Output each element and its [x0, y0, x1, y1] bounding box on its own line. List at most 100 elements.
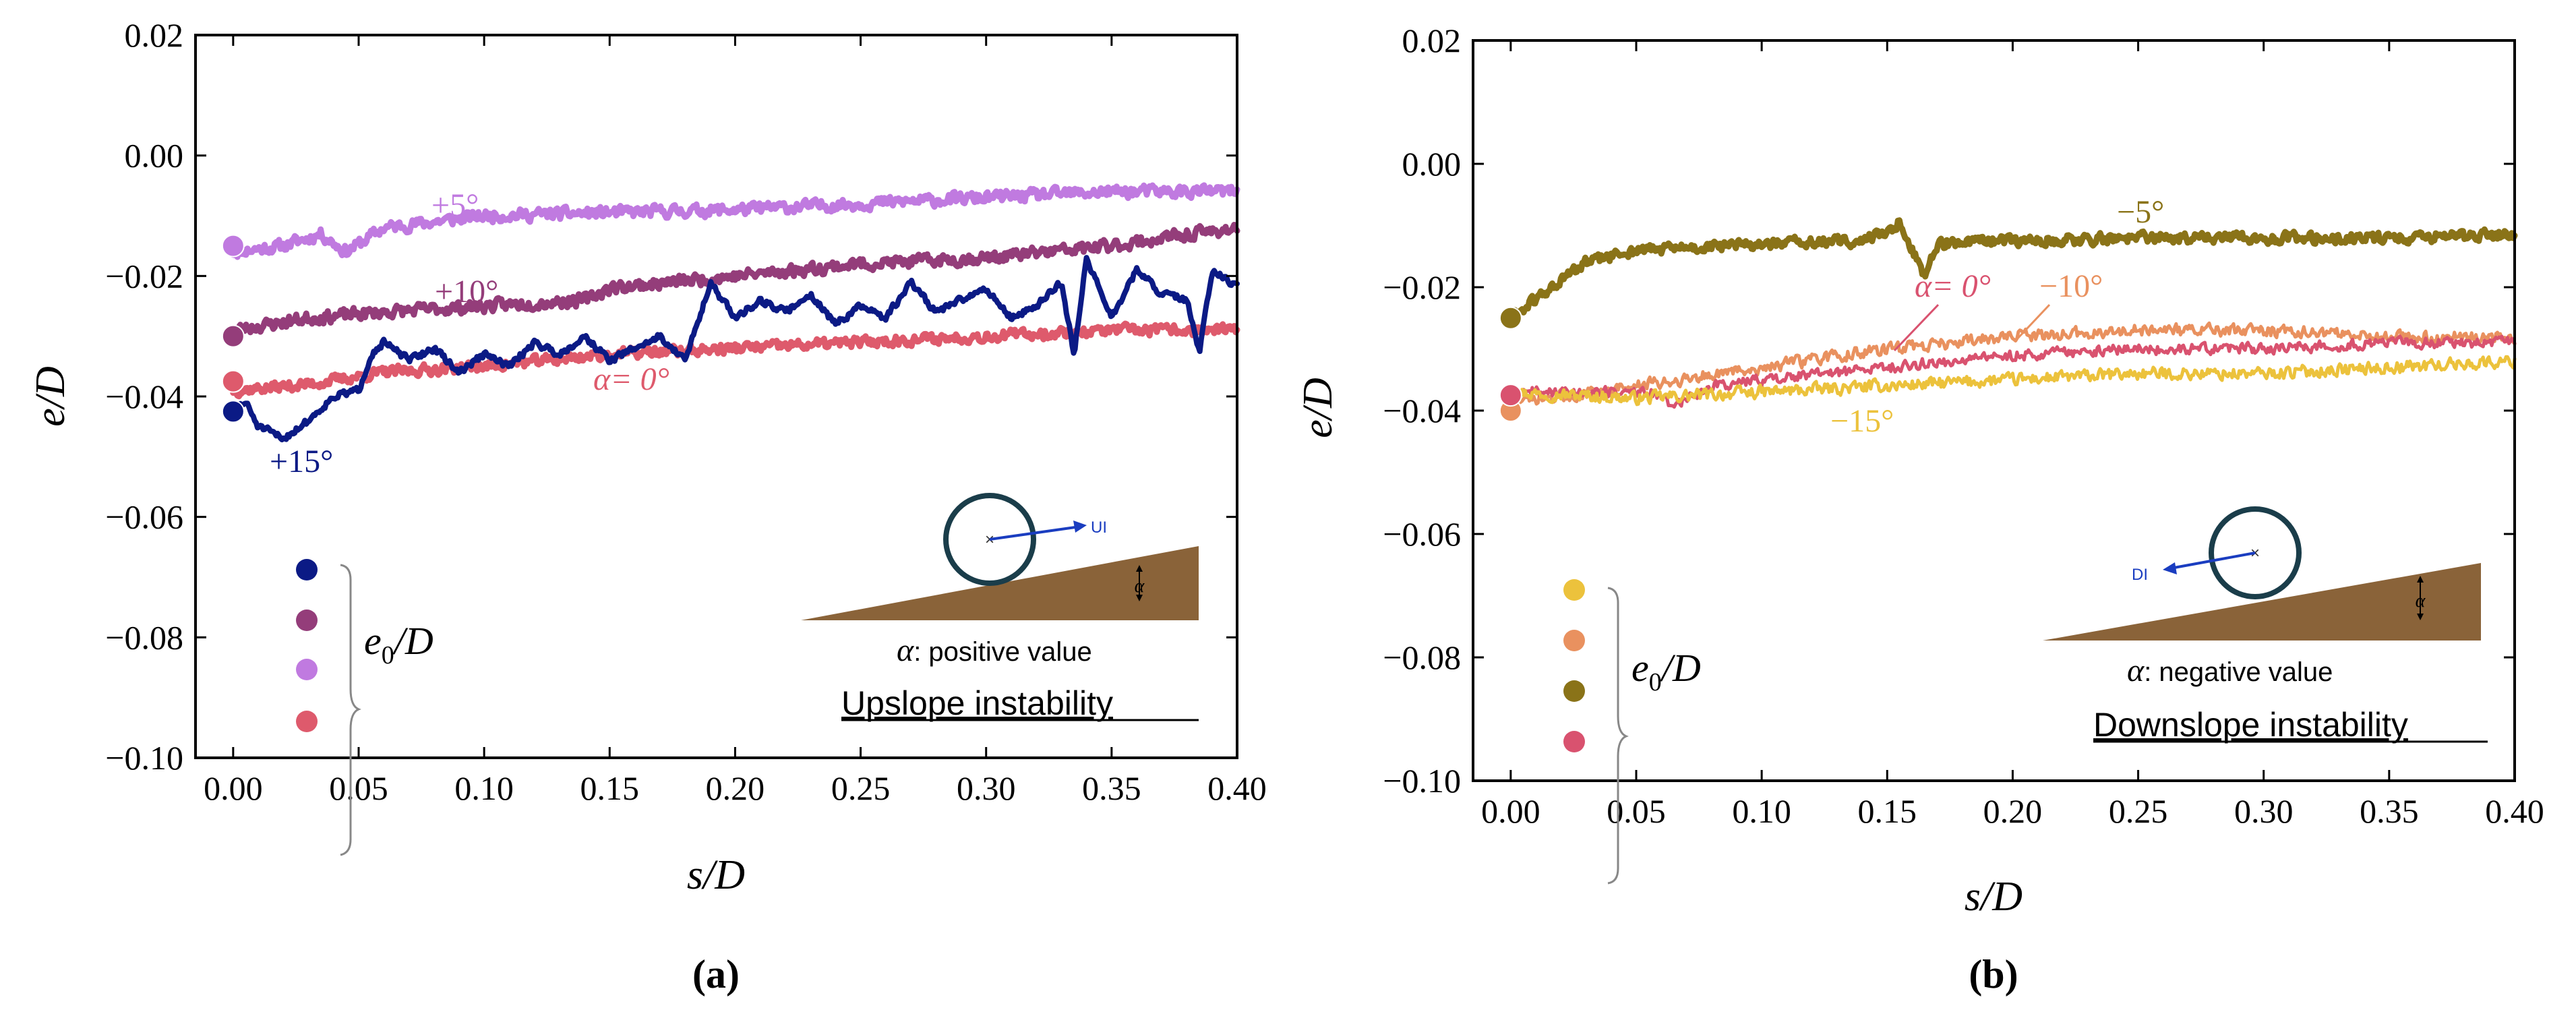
- start-marker-3: [1499, 384, 1522, 407]
- inset-diagram-a: × UI α α: positive value Upslope instabi…: [801, 493, 1199, 722]
- leader-alpha0-b: [1893, 303, 1940, 352]
- pipe-center-mark-a: ×: [985, 531, 994, 549]
- series-line-b-0: [1507, 217, 2518, 324]
- y-tick-label: −0.04: [1383, 392, 1461, 429]
- y-tick-label: −0.10: [1383, 762, 1461, 800]
- y-tick-label: 0.02: [1402, 22, 1462, 59]
- ticks-a: 0.00 0.05 0.10 0.15 0.20 0.25 0.30 0.35 0.40 0.02…: [105, 16, 1266, 807]
- series-label-minus10: −10°: [2039, 268, 2103, 304]
- x-tick-label: 0.20: [706, 769, 765, 807]
- angle-symbol-a: α: [1135, 576, 1145, 597]
- x-tick-label: 0.20: [1983, 792, 2043, 830]
- arrow-ui-head: [1073, 520, 1087, 533]
- panel-b: 0.00 0.05 0.10 0.15 0.20 0.25 0.30 0.35 0.40 0.02…: [1295, 22, 2544, 996]
- x-tick-label: 0.10: [1732, 792, 1791, 830]
- arrow-label-di: DI: [2132, 566, 2148, 584]
- x-tick-label: 0.30: [957, 769, 1016, 807]
- start-marker-2: [221, 234, 245, 258]
- angle-arrowhead-a-bottom: [1136, 595, 1143, 601]
- angle-arrowhead-b-bottom: [2417, 614, 2424, 620]
- y-tick-label: 0.00: [1402, 145, 1462, 183]
- arrow-ui-shaft: [989, 526, 1076, 541]
- legend-brace-a: [340, 564, 361, 856]
- inset-diagram-b: × DI α α: negative value Downslope insta…: [2043, 506, 2488, 744]
- legend-dot-3: [296, 711, 318, 732]
- legend-dot-0: [296, 559, 318, 581]
- x-tick-label: 0.35: [1082, 769, 1141, 807]
- y-tick-label: −0.06: [1383, 515, 1461, 553]
- x-tick-label: 0.35: [2360, 792, 2419, 830]
- series-line-a-1: [230, 222, 1240, 336]
- legend-label-a: e0/D: [364, 619, 433, 669]
- x-tick-label: 0.30: [2234, 792, 2294, 830]
- y-axis-label-b: e/D: [1295, 378, 1341, 438]
- legend-dot-2: [1563, 680, 1585, 702]
- ticks-b: 0.00 0.05 0.10 0.15 0.20 0.25 0.30 0.35 0.40 0.02…: [1383, 22, 2544, 830]
- panel-label-b: (b): [1969, 952, 2018, 996]
- x-tick-label: 0.10: [454, 769, 514, 807]
- legend-dot-3: [1563, 731, 1585, 752]
- y-tick-label: −0.08: [105, 618, 183, 656]
- y-tick-label: −0.02: [105, 257, 183, 295]
- start-markers-a: [221, 234, 245, 423]
- series-label-minus5: −5°: [2117, 194, 2164, 230]
- legend-dot-1: [1563, 630, 1585, 651]
- start-markers-b: [1499, 306, 1522, 422]
- series-layer-b: [1507, 217, 2518, 411]
- legend-brace-b: [1607, 587, 1629, 885]
- start-marker-3: [221, 369, 245, 393]
- x-tick-label: 0.00: [204, 769, 263, 807]
- inset-caption-a: α: positive value: [897, 632, 1092, 668]
- leader-minus10: [2014, 303, 2051, 342]
- arrow-di-head: [2163, 562, 2177, 574]
- legend-b: e0/D: [1563, 579, 1701, 885]
- start-marker-1: [221, 324, 245, 348]
- inset-title-a: Upslope instability: [841, 684, 1113, 722]
- y-tick-label: −0.08: [1383, 638, 1461, 676]
- x-axis-label-b: s/D: [1965, 874, 2023, 920]
- inset-title-b: Downslope instability: [2093, 706, 2408, 744]
- x-tick-label: 0.05: [329, 769, 388, 807]
- legend-dot-2: [296, 659, 318, 680]
- start-marker-2: [1499, 306, 1522, 330]
- angle-symbol-b: α: [2416, 591, 2426, 612]
- y-tick-label: −0.04: [105, 378, 183, 415]
- x-tick-label: 0.05: [1607, 792, 1666, 830]
- start-marker-0: [221, 400, 245, 423]
- series-label-alpha0-b: α= 0°: [1915, 268, 1991, 304]
- slope-wedge-b: [2043, 563, 2481, 641]
- series-line-b-3: [1509, 355, 2517, 407]
- series-layer-a: [230, 182, 1240, 443]
- legend-dot-0: [1563, 579, 1585, 601]
- inset-caption-b: α: negative value: [2127, 653, 2333, 688]
- legend-label-b: e0/D: [1631, 646, 1701, 696]
- y-axis-label-a: e/D: [28, 366, 73, 427]
- x-tick-label: 0.40: [2485, 792, 2544, 830]
- x-tick-label: 0.00: [1481, 792, 1540, 830]
- x-tick-label: 0.25: [831, 769, 891, 807]
- legend-a: e0/D: [296, 559, 433, 856]
- x-axis-label-a: s/D: [687, 852, 745, 898]
- pipe-circle-b: [2209, 506, 2302, 599]
- series-line-a-0: [230, 182, 1240, 260]
- x-tick-label: 0.25: [2109, 792, 2168, 830]
- series-line-b-1: [1509, 321, 2517, 411]
- series-label-plus10: +10°: [435, 274, 498, 309]
- series-label-plus15: +15°: [270, 444, 333, 479]
- y-tick-label: −0.02: [1383, 268, 1461, 306]
- series-label-alpha0-a: α= 0°: [593, 361, 669, 397]
- x-tick-label: 0.40: [1207, 769, 1267, 807]
- plot-frame-b: [1472, 39, 2516, 782]
- angle-arrowhead-a-top: [1136, 565, 1143, 572]
- x-tick-label: 0.15: [1858, 792, 1917, 830]
- panel-label-a: (a): [692, 952, 740, 996]
- panel-a: 0.00 0.05 0.10 0.15 0.20 0.25 0.30 0.35 0.40 0.02…: [28, 16, 1267, 996]
- legend-dot-1: [296, 609, 318, 631]
- y-tick-label: −0.06: [105, 498, 183, 536]
- y-tick-label: −0.10: [105, 739, 183, 777]
- series-label-plus5: +5°: [431, 187, 479, 223]
- arrow-label-ui: UI: [1091, 518, 1107, 537]
- arrow-di-shaft: [2174, 552, 2256, 569]
- y-tick-label: 0.00: [125, 137, 184, 175]
